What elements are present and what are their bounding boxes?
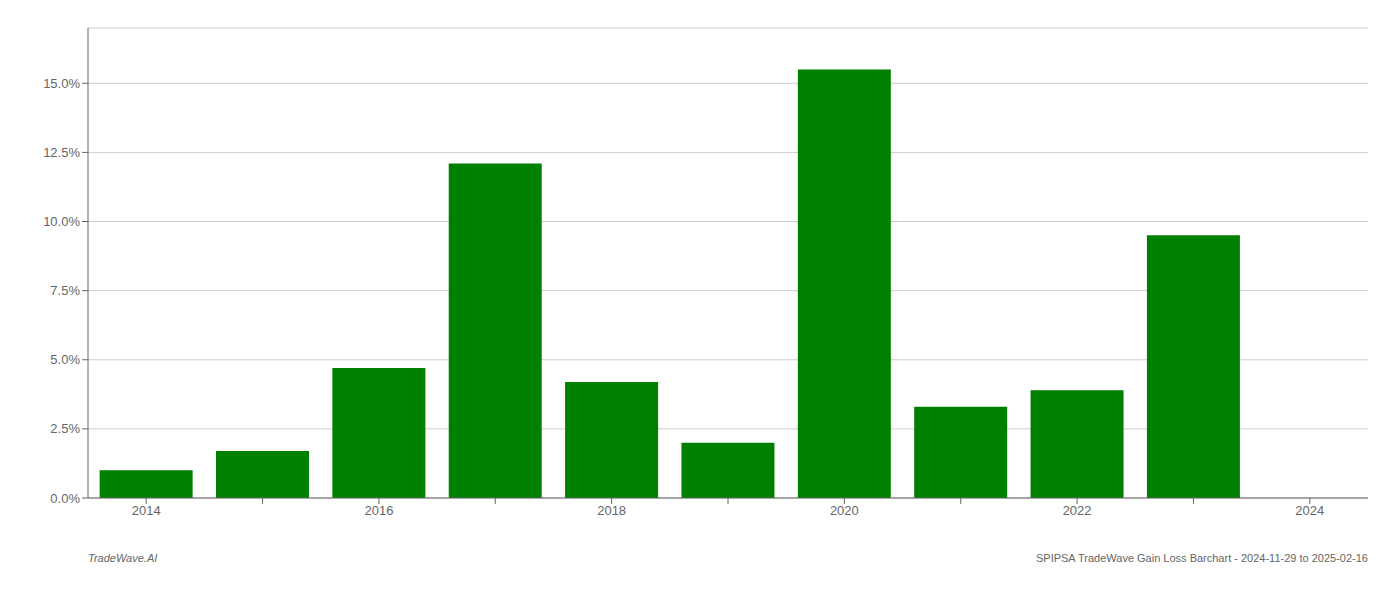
svg-text:2.5%: 2.5% — [50, 421, 80, 436]
svg-text:10.0%: 10.0% — [43, 214, 80, 229]
svg-text:5.0%: 5.0% — [50, 352, 80, 367]
svg-text:0.0%: 0.0% — [50, 491, 80, 506]
svg-text:2018: 2018 — [597, 503, 626, 518]
svg-text:7.5%: 7.5% — [50, 283, 80, 298]
html-text:SPIPSA TradeWave Gain Loss Bar: SPIPSA TradeWave Gain Loss Barchart - 20… — [1036, 552, 1368, 564]
html-text:TradeWave.AI: TradeWave.AI — [88, 552, 158, 564]
svg-text:12.5%: 12.5% — [43, 145, 80, 160]
svg-text:2020: 2020 — [830, 503, 859, 518]
svg-text:2022: 2022 — [1063, 503, 1092, 518]
svg-text:2016: 2016 — [364, 503, 393, 518]
svg-text:2024: 2024 — [1295, 503, 1324, 518]
svg-text:2014: 2014 — [132, 503, 161, 518]
svg-text:15.0%: 15.0% — [43, 76, 80, 91]
